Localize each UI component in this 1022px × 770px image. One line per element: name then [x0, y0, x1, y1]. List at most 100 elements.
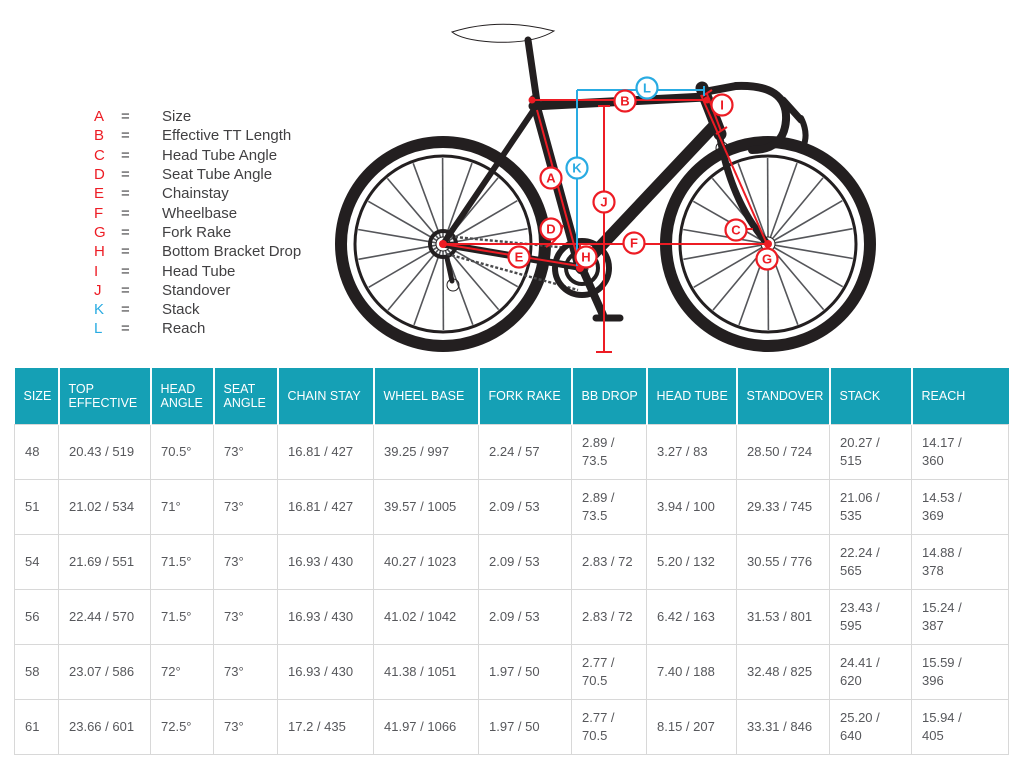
table-row-58: 58 23.07 / 586 72° 73° 16.93 / 430 41.38…	[14, 643, 1009, 700]
legend-letter: B	[94, 127, 105, 145]
cell-size: 51	[14, 478, 59, 535]
table-row-61: 61 23.66 / 601 72.5° 73° 17.2 / 435 41.9…	[14, 698, 1009, 755]
cell-stack: 22.24 / 565	[829, 533, 912, 590]
cell-bb-drop: 2.77 / 70.5	[571, 643, 647, 700]
bike-geometry-diagram: A B C D E F G H I J K L	[335, 23, 876, 353]
svg-text:C: C	[731, 223, 741, 238]
cell-stack: 20.27 / 515	[829, 423, 912, 480]
legend-row-f: F = Wheelbase	[94, 203, 301, 222]
cell-seat-angle: 73°	[213, 478, 278, 535]
badge-l: L	[635, 76, 659, 100]
legend-row-b: B = Effective TT Length	[94, 126, 301, 145]
saddle	[450, 23, 556, 43]
geometry-table: SIZE TOP EFFECTIVE HEAD ANGLE SEAT ANGLE…	[14, 368, 1009, 755]
legend-equals: =	[121, 166, 130, 184]
legend-letter: A	[94, 108, 105, 126]
badge-k: K	[565, 156, 589, 180]
cell-fork-rake: 1.97 / 50	[478, 643, 572, 700]
legend-letter: F	[94, 204, 104, 222]
svg-text:J: J	[600, 195, 607, 210]
rear-wheel	[335, 136, 551, 352]
crank-arm	[578, 264, 607, 319]
cell-seat-angle: 73°	[213, 423, 278, 480]
col-header-fork-rake: FORK RAKE	[477, 368, 572, 424]
cell-seat-angle: 73°	[213, 588, 278, 645]
legend-label: Head Tube	[162, 262, 236, 280]
svg-text:E: E	[515, 250, 524, 265]
cell-fork-rake: 2.24 / 57	[478, 423, 572, 480]
svg-text:A: A	[546, 171, 556, 186]
legend-row-e: E = Chainstay	[94, 184, 301, 203]
cell-standover: 29.33 / 745	[736, 478, 830, 535]
svg-text:D: D	[546, 222, 555, 237]
cell-fork-rake: 2.09 / 53	[478, 588, 572, 645]
cell-size: 58	[14, 643, 59, 700]
col-header-head-tube: HEAD TUBE	[645, 368, 737, 424]
cell-size: 61	[14, 698, 59, 755]
handlebar	[732, 81, 791, 154]
cell-reach: 15.94 / 405	[911, 698, 1009, 755]
badge-e: E	[507, 245, 531, 269]
legend-label: Stack	[162, 301, 200, 319]
col-header-stack: STACK	[828, 368, 912, 424]
cell-top-effective: 23.66 / 601	[58, 698, 151, 755]
cell-standover: 28.50 / 724	[736, 423, 830, 480]
legend-equals: =	[121, 223, 130, 241]
cell-head-tube: 8.15 / 207	[646, 698, 737, 755]
cell-head-angle: 70.5°	[150, 423, 214, 480]
legend-row-k: K = Stack	[94, 300, 301, 319]
cell-fork-rake: 2.09 / 53	[478, 533, 572, 590]
cell-head-angle: 72°	[150, 643, 214, 700]
badge-g: G	[755, 247, 779, 271]
legend-row-a: A = Size	[94, 107, 301, 126]
legend-equals: =	[121, 301, 130, 319]
cell-bb-drop: 2.89 / 73.5	[571, 423, 647, 480]
legend-label: Chainstay	[162, 185, 229, 203]
cell-seat-angle: 73°	[213, 533, 278, 590]
svg-text:F: F	[630, 236, 638, 251]
legend-letter: L	[94, 320, 103, 338]
badge-j: J	[592, 190, 616, 214]
cell-head-tube: 6.42 / 163	[646, 588, 737, 645]
col-header-standover: STANDOVER	[735, 368, 830, 424]
legend-label: Seat Tube Angle	[162, 166, 273, 184]
legend-equals: =	[121, 243, 130, 261]
cell-bb-drop: 2.77 / 70.5	[571, 698, 647, 755]
svg-text:B: B	[620, 94, 629, 109]
legend-row-g: G = Fork Rake	[94, 223, 301, 242]
cell-reach: 15.59 / 396	[911, 643, 1009, 700]
cell-wheel-base: 39.57 / 1005	[373, 478, 479, 535]
cell-wheel-base: 41.38 / 1051	[373, 643, 479, 700]
legend-row-d: D = Seat Tube Angle	[94, 165, 301, 184]
legend-letter: H	[94, 243, 105, 261]
legend-equals: =	[121, 127, 130, 145]
cell-chain-stay: 16.93 / 430	[277, 588, 374, 645]
legend-label: Reach	[162, 320, 206, 338]
svg-text:K: K	[572, 161, 582, 176]
cell-head-angle: 71.5°	[150, 588, 214, 645]
table-row-48: 48 20.43 / 519 70.5° 73° 16.81 / 427 39.…	[14, 423, 1009, 480]
legend-label: Effective TT Length	[162, 127, 292, 145]
cell-stack: 23.43 / 595	[829, 588, 912, 645]
svg-text:G: G	[762, 252, 772, 267]
badge-d: D	[539, 217, 563, 241]
legend-row-h: H = Bottom Bracket Drop	[94, 242, 301, 261]
cell-stack: 24.41 / 620	[829, 643, 912, 700]
legend-letter: E	[94, 185, 105, 203]
legend-row-j: J = Standover	[94, 281, 301, 300]
badge-i: I	[710, 93, 734, 117]
table-row-51: 51 21.02 / 534 71° 73° 16.81 / 427 39.57…	[14, 478, 1009, 535]
cell-seat-angle: 73°	[213, 643, 278, 700]
cell-standover: 31.53 / 801	[736, 588, 830, 645]
cell-bb-drop: 2.83 / 72	[571, 533, 647, 590]
legend-letter: C	[94, 146, 105, 164]
col-header-size: SIZE	[14, 368, 59, 424]
cell-wheel-base: 39.25 / 997	[373, 423, 479, 480]
chainring	[552, 238, 612, 298]
svg-text:I: I	[720, 98, 724, 113]
cell-stack: 25.20 / 640	[829, 698, 912, 755]
cell-reach: 14.17 / 360	[911, 423, 1009, 480]
cell-chain-stay: 16.81 / 427	[277, 423, 374, 480]
table-row-54: 54 21.69 / 551 71.5° 73° 16.93 / 430 40.…	[14, 533, 1009, 590]
